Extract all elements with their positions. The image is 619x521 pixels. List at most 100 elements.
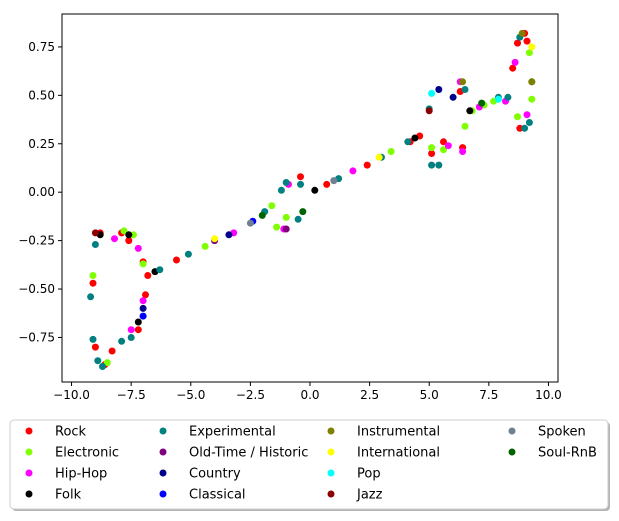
point-electronic-1 [103, 359, 111, 367]
point-experimental-19 [435, 161, 443, 169]
point-rock-7 [134, 326, 142, 334]
legend-label-country: Country [189, 467, 241, 482]
point-electronic-2 [120, 227, 128, 235]
point-experimental-24 [521, 124, 529, 132]
point-rock-12 [297, 173, 304, 181]
point-folk-6 [466, 107, 474, 115]
point-country-1 [225, 231, 233, 239]
point-hip-hop-0 [111, 235, 118, 243]
point-experimental-13 [297, 180, 304, 188]
point-rock-4 [108, 347, 116, 355]
x-tick-label: 5.0 [420, 388, 439, 402]
point-experimental-11 [282, 179, 290, 186]
point-experimental-18 [428, 161, 436, 169]
point-electronic-8 [282, 213, 290, 221]
point-rock-10 [144, 272, 152, 279]
legend-box [9, 419, 609, 510]
legend-marker-country [159, 469, 167, 477]
point-electronic-17 [525, 49, 533, 57]
point-rock-18 [440, 138, 447, 146]
point-electronic-6 [268, 202, 276, 210]
legend-marker-folk [25, 490, 33, 498]
point-soul-rnb-2 [478, 99, 486, 107]
point-instrumental-1 [518, 29, 526, 37]
point-folk-4 [311, 186, 319, 194]
legend-label-hip-hop: Hip-Hop [55, 467, 107, 482]
point-hip-hop-3 [139, 297, 147, 305]
point-experimental-5 [118, 337, 126, 345]
point-folk-2 [134, 318, 142, 326]
point-soul-rnb-0 [258, 211, 266, 219]
legend-marker-electronic [25, 448, 33, 456]
legend-marker-old-time-historic [159, 448, 167, 456]
legend-marker-experimental [159, 427, 167, 435]
point-electronic-11 [440, 146, 447, 154]
legend-label-electronic: Electronic [55, 446, 119, 461]
legend-marker-soul-rnb [508, 448, 516, 456]
point-rock-25 [523, 37, 531, 45]
point-rock-17 [428, 150, 436, 157]
x-tick-label: −7.5 [117, 388, 146, 402]
point-hip-hop-2 [134, 244, 142, 252]
points-layer [87, 29, 536, 370]
point-country-3 [449, 93, 457, 101]
point-experimental-2 [91, 241, 99, 248]
point-rock-14 [363, 161, 371, 169]
point-electronic-9 [387, 148, 395, 155]
legend-marker-jazz [327, 490, 335, 498]
x-tick-label: −2.5 [236, 388, 265, 402]
y-tick-label: −0.75 [18, 330, 55, 344]
point-pop-0 [428, 89, 436, 97]
point-spoken-1 [330, 177, 338, 185]
point-rock-23 [516, 124, 524, 132]
point-electronic-0 [89, 272, 97, 279]
legend-marker-classical [159, 490, 167, 498]
point-experimental-1 [89, 335, 97, 343]
point-old-time-historic-1 [282, 225, 290, 233]
legend-marker-instrumental [327, 427, 335, 435]
point-pop-1 [494, 95, 502, 103]
legend-label-classical: Classical [189, 488, 246, 503]
legend-marker-hip-hop [25, 469, 33, 477]
y-tick-label: 0.75 [28, 40, 55, 54]
x-tick-label: −5.0 [176, 388, 205, 402]
y-tick-label: −0.50 [18, 282, 55, 296]
legend-marker-pop [327, 469, 335, 477]
point-country-0 [139, 304, 147, 312]
point-jazz-0 [91, 229, 99, 237]
point-spoken-0 [246, 219, 254, 227]
point-hip-hop-1 [127, 326, 135, 334]
legend-label-spoken: Spoken [538, 425, 586, 440]
point-rock-6 [125, 237, 133, 245]
point-electronic-10 [428, 144, 436, 152]
point-hip-hop-10 [459, 148, 467, 155]
legend-marker-spoken [508, 427, 516, 435]
point-electronic-4 [139, 260, 147, 268]
point-instrumental-0 [459, 78, 467, 86]
point-instrumental-2 [528, 78, 536, 86]
point-electronic-18 [528, 95, 536, 103]
point-folk-1 [125, 231, 133, 239]
point-country-2 [435, 86, 443, 93]
point-classical-0 [139, 312, 147, 320]
legend-marker-international [327, 448, 335, 456]
point-electronic-16 [514, 113, 521, 121]
x-axis: −10.0 −7.5 −5.0 −2.5 0.0 2.5 5.0 7.5 10.0 [53, 382, 562, 402]
x-tick-label: −10.0 [53, 388, 90, 402]
x-tick-label: 2.5 [360, 388, 379, 402]
y-tick-label: 0.25 [28, 137, 55, 151]
point-experimental-8 [184, 250, 192, 258]
point-experimental-10 [277, 186, 285, 194]
legend-label-folk: Folk [55, 488, 82, 503]
point-folk-5 [411, 134, 419, 142]
y-tick-label: 0.00 [28, 185, 55, 199]
point-international-2 [528, 43, 536, 51]
legend-label-soul-rnb: Soul-RnB [538, 446, 597, 461]
point-rock-9 [142, 291, 149, 299]
y-tick-label: −0.25 [18, 234, 55, 248]
legend-label-instrumental: Instrumental [357, 425, 440, 440]
point-rock-1 [91, 343, 99, 351]
point-experimental-16 [404, 138, 412, 146]
